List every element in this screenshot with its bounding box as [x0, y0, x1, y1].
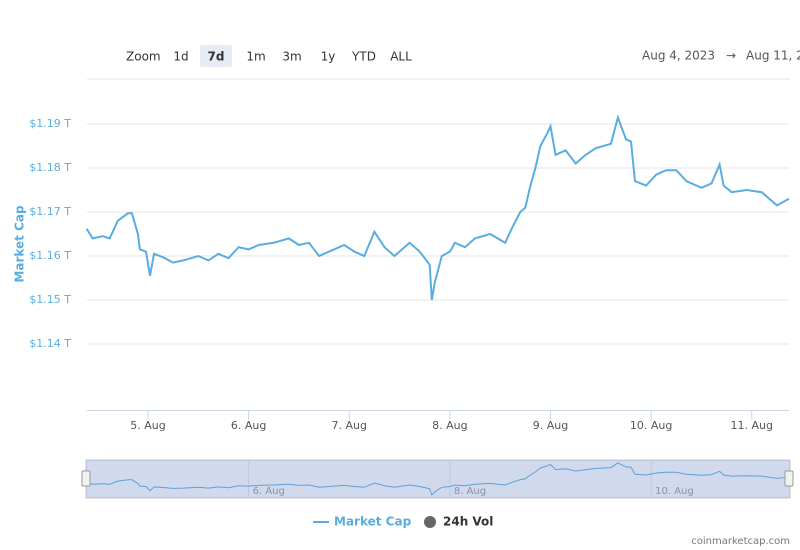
zoom-button[interactable]: 7d	[208, 50, 225, 64]
navigator-line	[86, 462, 790, 496]
x-tick-label: 6. Aug	[231, 419, 266, 432]
zoom-button-bg[interactable]	[200, 45, 232, 67]
y-axis-title: Market Cap	[13, 205, 27, 283]
navigator-mask	[86, 460, 790, 498]
legend-label[interactable]: 24h Vol	[443, 515, 493, 529]
y-tick-label: $1.16 T	[29, 249, 71, 262]
navigator-tick-label: 8. Aug	[454, 486, 486, 497]
x-tick-label: 11. Aug	[731, 419, 773, 432]
zoom-button[interactable]: 1d	[173, 50, 188, 64]
zoom-button[interactable]: 3m	[282, 50, 301, 64]
y-tick-label: $1.14 T	[29, 337, 71, 350]
date-to[interactable]: Aug 11, 2	[746, 49, 800, 63]
legend-symbol	[424, 516, 436, 528]
x-tick-label: 7. Aug	[332, 419, 367, 432]
zoom-button[interactable]: ALL	[390, 50, 412, 64]
x-tick-label: 5. Aug	[130, 419, 165, 432]
date-arrow: →	[726, 49, 736, 63]
line	[85, 114, 790, 301]
zoom-button[interactable]: 1y	[321, 50, 336, 64]
credits[interactable]: coinmarketcap.com	[691, 536, 790, 547]
y-tick-label: $1.19 T	[29, 117, 71, 130]
navigator-tick-label: 6. Aug	[253, 486, 285, 497]
x-tick-label: 8. Aug	[432, 419, 467, 432]
date-from[interactable]: Aug 4, 2023	[642, 49, 715, 63]
zoom-button[interactable]: 1m	[246, 50, 265, 64]
x-tick-label: 9. Aug	[533, 419, 568, 432]
y-tick-label: $1.15 T	[29, 293, 71, 306]
x-tick-label: 10. Aug	[630, 419, 672, 432]
zoom-button[interactable]: YTD	[351, 50, 376, 64]
y-tick-label: $1.18 T	[29, 161, 71, 174]
navigator-handle[interactable]	[784, 470, 794, 487]
y-tick-label: $1.17 T	[29, 205, 71, 218]
legend-label[interactable]: Market Cap	[334, 515, 412, 529]
navigator-handle[interactable]	[81, 470, 91, 487]
zoom-label: Zoom	[126, 50, 161, 64]
navigator-tick-label: 10. Aug	[655, 486, 694, 497]
